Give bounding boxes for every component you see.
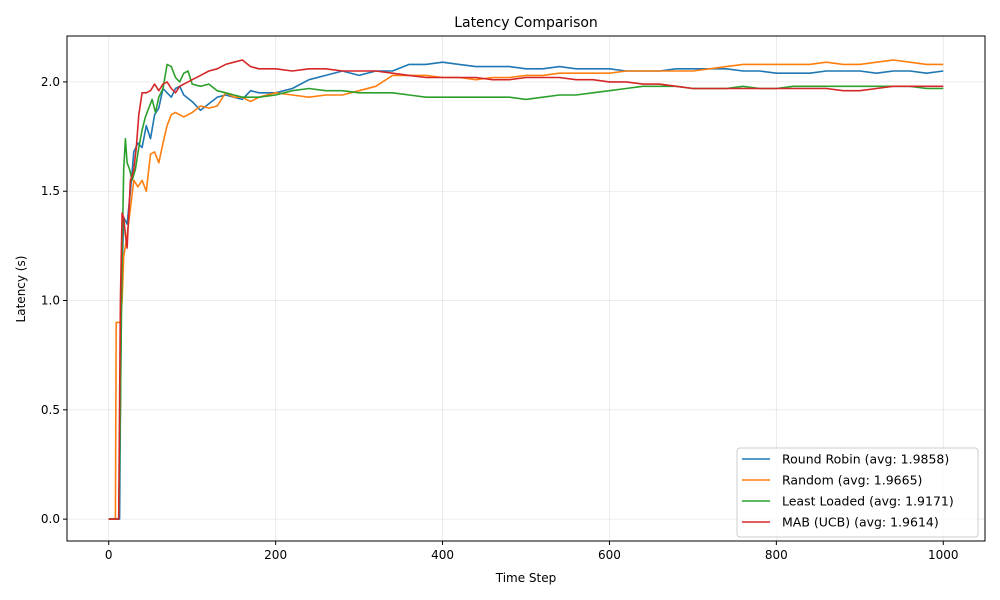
legend-label-0: Round Robin (avg: 1.9858) bbox=[782, 452, 949, 467]
series-line-1 bbox=[108, 59, 944, 520]
y-axis-ticks: 0.0 0.5 1.0 1.5 2.0 bbox=[41, 75, 67, 526]
series-line-3 bbox=[108, 59, 944, 520]
x-axis-ticks: 0 200 400 600 800 1000 bbox=[105, 541, 959, 562]
y-tick-label: 1.0 bbox=[41, 294, 60, 308]
legend-box bbox=[736, 447, 979, 538]
series-line-2 bbox=[108, 63, 944, 520]
plot-frame bbox=[66, 35, 986, 542]
series-layer bbox=[108, 59, 944, 520]
y-tick-label: 0.5 bbox=[41, 403, 60, 417]
y-axis-label: Latency (s) bbox=[14, 256, 28, 323]
y-tick-label: 1.5 bbox=[41, 184, 60, 198]
x-tick-label: 0 bbox=[105, 548, 113, 562]
x-tick-label: 800 bbox=[765, 548, 788, 562]
x-tick-label: 200 bbox=[264, 548, 287, 562]
legend-label-2: Least Loaded (avg: 1.9171) bbox=[782, 494, 954, 509]
x-axis-label: Time Step bbox=[495, 571, 557, 585]
chart-title: Latency Comparison bbox=[454, 15, 598, 31]
y-tick-label: 0.0 bbox=[41, 512, 60, 526]
legend: Round Robin (avg: 1.9858) Random (avg: 1.… bbox=[736, 447, 979, 538]
legend-label-3: MAB (UCB) (avg: 1.9614) bbox=[782, 515, 939, 530]
x-tick-label: 600 bbox=[598, 548, 621, 562]
series-line-0 bbox=[108, 61, 944, 520]
x-tick-label: 400 bbox=[431, 548, 454, 562]
legend-label-1: Random (avg: 1.9665) bbox=[782, 473, 922, 488]
x-tick-label: 1000 bbox=[928, 548, 959, 562]
y-tick-label: 2.0 bbox=[41, 75, 60, 89]
